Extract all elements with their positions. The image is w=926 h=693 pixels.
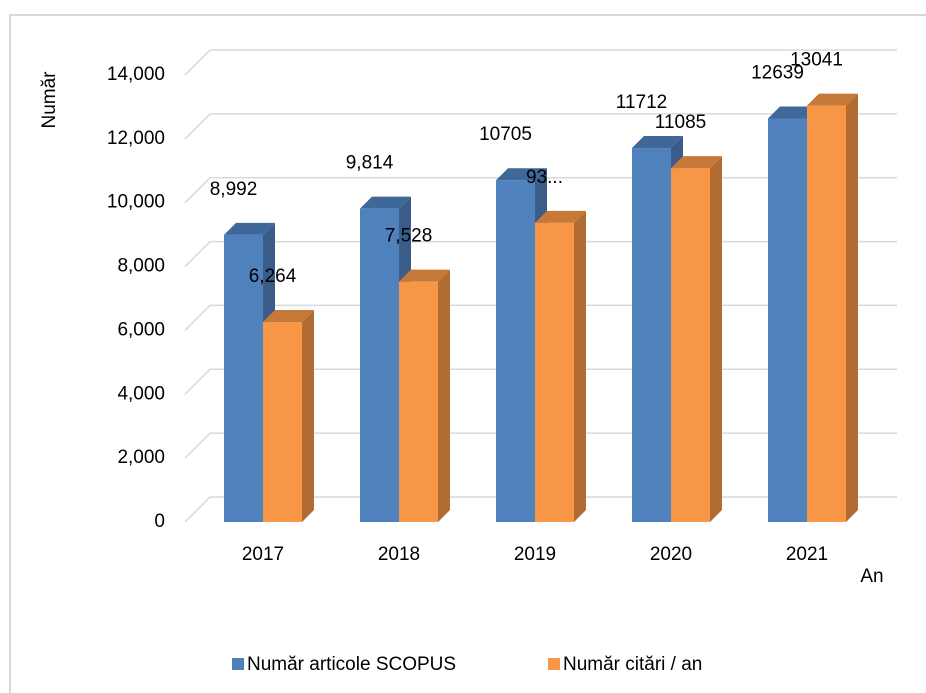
bar-side <box>710 156 722 523</box>
bar-top <box>807 93 858 106</box>
data-label: 9,814 <box>346 153 394 174</box>
x-tick-label: 2017 <box>242 544 284 565</box>
bar-side <box>302 309 314 522</box>
data-label: 6,264 <box>249 266 297 287</box>
bar-top <box>224 222 275 235</box>
grid-diagonal <box>184 368 211 395</box>
grid-diagonal <box>184 113 211 140</box>
bar-top <box>496 168 547 181</box>
data-label: 7,528 <box>385 226 433 247</box>
x-tick-label: 2020 <box>650 544 692 565</box>
y-tick-label: 0 <box>154 511 165 532</box>
data-label: 13041 <box>790 50 843 71</box>
data-label: 93... <box>526 167 563 188</box>
x-tick-label: 2019 <box>514 544 556 565</box>
bar-top <box>263 309 314 322</box>
y-tick-label: 10,000 <box>107 192 165 213</box>
bar-front <box>671 168 710 523</box>
y-axis-label: Număr <box>39 71 60 129</box>
bar-side <box>438 269 450 522</box>
y-tick-label: 2,000 <box>117 447 165 468</box>
legend-swatch <box>548 658 560 670</box>
legend-label: Număr articole SCOPUS <box>247 654 456 675</box>
data-label: 8,992 <box>210 179 258 200</box>
bar-front <box>496 180 535 522</box>
x-axis-label: An <box>860 566 883 587</box>
bar-front <box>399 281 438 522</box>
grid-diagonal <box>184 432 211 459</box>
y-tick-label: 14,000 <box>107 64 165 85</box>
bar-top <box>360 196 411 209</box>
grid-diagonal <box>184 49 211 76</box>
data-label: 12639 <box>751 62 804 83</box>
bar-front <box>360 208 399 522</box>
bar <box>263 309 314 522</box>
legend-swatch <box>232 658 244 670</box>
chart-frame <box>9 14 926 693</box>
bar-front <box>263 321 302 522</box>
bar <box>807 93 858 522</box>
bar <box>671 156 722 523</box>
bar-top <box>632 136 683 149</box>
data-label: 10705 <box>479 124 532 145</box>
grid-diagonal <box>184 241 211 268</box>
bar <box>535 210 586 522</box>
bar-front <box>535 222 574 522</box>
y-tick-label: 4,000 <box>117 383 165 404</box>
data-label: 11712 <box>616 92 667 113</box>
bar <box>399 269 450 522</box>
bar-top <box>768 106 819 119</box>
grid-diagonal <box>184 496 211 523</box>
data-label: 11085 <box>655 112 706 133</box>
x-tick-label: 2021 <box>786 544 828 565</box>
bar-side <box>574 210 586 522</box>
x-tick-label: 2018 <box>378 544 420 565</box>
y-tick-label: 12,000 <box>107 128 165 149</box>
bar-top <box>671 156 722 169</box>
bar-front <box>224 234 263 522</box>
grid-diagonal <box>184 177 211 204</box>
bar-top <box>535 210 586 223</box>
legend-label: Număr citări / an <box>563 654 702 675</box>
bar-side <box>846 93 858 522</box>
bar-front <box>632 148 671 523</box>
bar-top <box>399 269 450 282</box>
bar-front <box>768 118 807 523</box>
y-tick-label: 6,000 <box>117 319 165 340</box>
y-tick-label: 8,000 <box>117 256 165 277</box>
grid-diagonal <box>184 304 211 331</box>
bar-front <box>807 105 846 522</box>
